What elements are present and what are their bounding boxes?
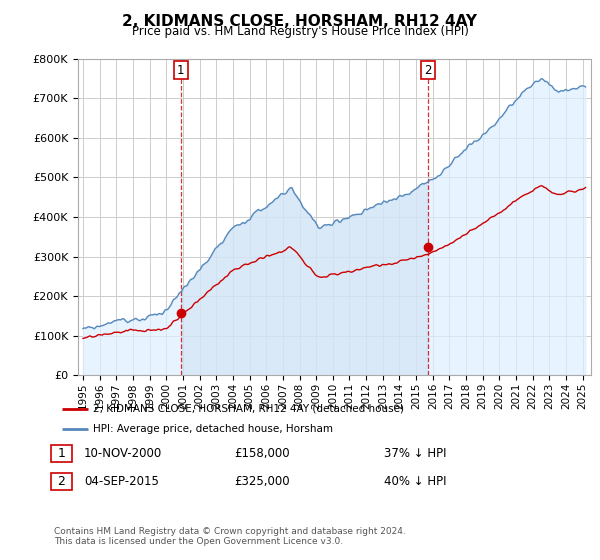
Text: 37% ↓ HPI: 37% ↓ HPI bbox=[384, 447, 446, 460]
Text: £325,000: £325,000 bbox=[234, 475, 290, 488]
Text: 2: 2 bbox=[424, 63, 431, 77]
Text: 2, KIDMANS CLOSE, HORSHAM, RH12 4AY (detached house): 2, KIDMANS CLOSE, HORSHAM, RH12 4AY (det… bbox=[93, 404, 404, 414]
Text: 10-NOV-2000: 10-NOV-2000 bbox=[84, 447, 162, 460]
Text: 2, KIDMANS CLOSE, HORSHAM, RH12 4AY: 2, KIDMANS CLOSE, HORSHAM, RH12 4AY bbox=[122, 14, 478, 29]
Text: Price paid vs. HM Land Registry's House Price Index (HPI): Price paid vs. HM Land Registry's House … bbox=[131, 25, 469, 38]
Text: 2: 2 bbox=[58, 475, 65, 488]
Text: 1: 1 bbox=[177, 63, 185, 77]
Text: Contains HM Land Registry data © Crown copyright and database right 2024.
This d: Contains HM Land Registry data © Crown c… bbox=[54, 526, 406, 546]
Text: £158,000: £158,000 bbox=[234, 447, 290, 460]
Text: 04-SEP-2015: 04-SEP-2015 bbox=[84, 475, 159, 488]
Text: 40% ↓ HPI: 40% ↓ HPI bbox=[384, 475, 446, 488]
Text: 1: 1 bbox=[58, 447, 65, 460]
Text: HPI: Average price, detached house, Horsham: HPI: Average price, detached house, Hors… bbox=[93, 424, 333, 434]
